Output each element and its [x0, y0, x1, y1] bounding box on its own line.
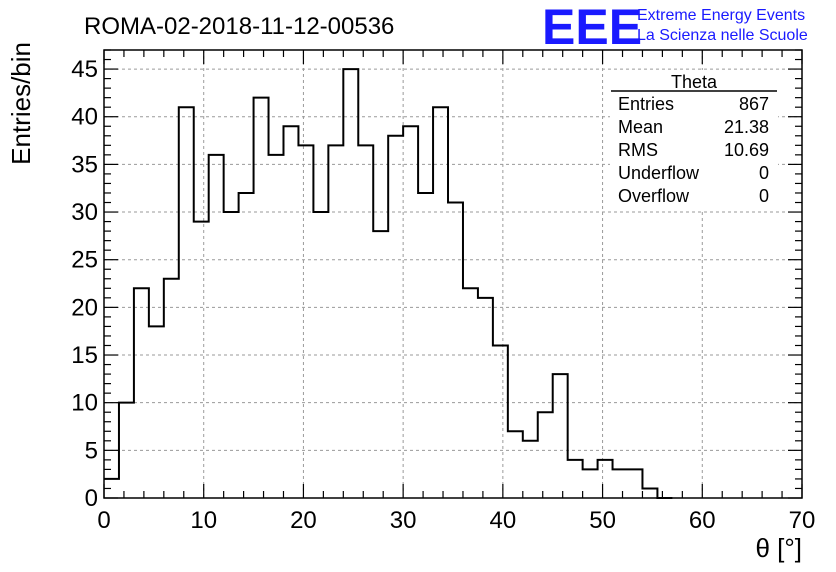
histogram-bin: [448, 203, 463, 498]
histogram-bins: [104, 69, 657, 498]
axis-ticks: [103, 49, 803, 499]
stats-row-value: 21.38: [724, 117, 769, 137]
y-tick-label: 40: [71, 104, 98, 131]
eee-logo: EEE Extreme Energy Events La Scienza nel…: [542, 0, 808, 55]
plot-frame: [103, 49, 803, 499]
stats-box: Theta Entries 867 Mean 21.38 RMS 10.69 Underfl…: [610, 70, 778, 210]
x-tick-label: 30: [390, 507, 417, 534]
histogram-bin: [298, 145, 313, 498]
stats-row-label: Underflow: [618, 163, 700, 183]
x-tick-labels: 0 10 20 30 40 50 60 70: [97, 507, 815, 534]
x-tick-label: 60: [689, 507, 716, 534]
histogram-bin: [478, 298, 493, 498]
y-tick-label: 20: [71, 294, 98, 321]
stats-row-label: Mean: [618, 117, 663, 137]
stats-row-label: RMS: [618, 140, 658, 160]
histogram-bin: [523, 441, 538, 498]
histogram-bin: [164, 279, 179, 498]
histogram-bin: [493, 345, 508, 498]
y-tick-label: 35: [71, 151, 98, 178]
histogram-bin: [179, 107, 194, 498]
stats-rows: Entries 867 Mean 21.38 RMS 10.69 Underflow 0 Ove…: [618, 94, 769, 206]
histogram-bin: [403, 126, 418, 498]
histogram-bin: [613, 469, 628, 498]
histogram-bin: [254, 98, 269, 498]
x-tick-label: 10: [190, 507, 217, 534]
y-tick-label: 0: [85, 485, 98, 512]
histogram-outline: [104, 68, 673, 499]
histogram-bin: [239, 193, 254, 498]
y-tick-label: 5: [85, 437, 98, 464]
histogram-bin: [373, 231, 388, 498]
histogram-bin: [628, 469, 643, 498]
histogram-bin: [598, 460, 613, 498]
logo-line-2: La Scienza nelle Scuole: [637, 27, 808, 44]
histogram-bin: [209, 155, 224, 498]
stats-row-value: 0: [759, 163, 769, 183]
histogram-bin: [553, 374, 568, 498]
y-tick-label: 15: [71, 342, 98, 369]
histogram-bin: [538, 412, 553, 498]
stats-row-label: Entries: [618, 94, 674, 114]
x-tick-label: 0: [97, 507, 110, 534]
stats-box-background: [610, 70, 778, 210]
logo-line-1: Extreme Energy Events: [637, 7, 805, 24]
histogram-bin: [418, 193, 433, 498]
logo-mark: EEE: [542, 0, 642, 55]
histogram-bin: [388, 136, 403, 498]
histogram-bin: [269, 155, 284, 498]
histogram-bin: [149, 326, 164, 498]
histogram-bin: [583, 469, 598, 498]
x-tick-label: 20: [290, 507, 317, 534]
histogram-bin: [568, 460, 583, 498]
chart-title: ROMA-02-2018-11-12-00536: [84, 13, 394, 40]
x-tick-label: 70: [789, 507, 816, 534]
y-tick-label: 25: [71, 247, 98, 274]
x-axis-label: θ [°]: [755, 533, 802, 563]
histogram-bin: [343, 69, 358, 498]
histogram-bin: [194, 222, 209, 498]
histogram-bin: [328, 145, 343, 498]
x-tick-label: 50: [589, 507, 616, 534]
histogram-bin: [433, 107, 448, 498]
histogram-bin: [358, 145, 373, 498]
histogram-bin: [463, 288, 478, 498]
x-tick-label: 40: [490, 507, 517, 534]
y-tick-labels: 0 5 10 15 20 25 30 35 40 45: [71, 56, 98, 512]
stats-row-label: Overflow: [618, 186, 690, 206]
histogram-bin: [508, 431, 523, 498]
y-tick-label: 45: [71, 56, 98, 83]
histogram-bin: [119, 403, 134, 498]
histogram-bin: [642, 488, 657, 498]
stats-row-value: 0: [759, 186, 769, 206]
stats-row-value: 867: [739, 94, 769, 114]
histogram-bin: [134, 288, 149, 498]
stats-row-value: 10.69: [724, 140, 769, 160]
y-tick-label: 30: [71, 199, 98, 226]
y-axis-label: Entries/bin: [6, 42, 36, 165]
y-tick-label: 10: [71, 390, 98, 417]
histogram-bin: [283, 126, 298, 498]
stats-title: Theta: [671, 72, 718, 92]
